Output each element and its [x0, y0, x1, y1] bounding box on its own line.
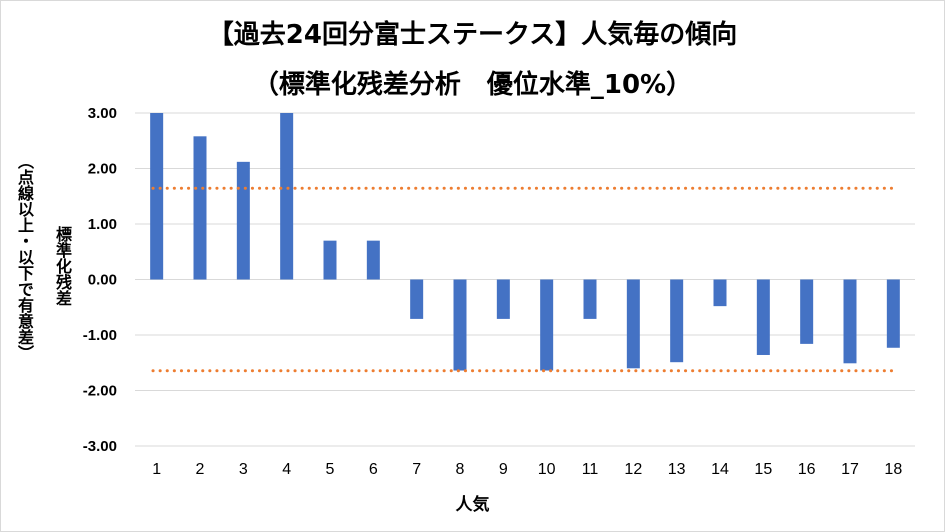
bar — [410, 279, 424, 319]
x-tick-label: 10 — [538, 461, 556, 478]
y-tick-label: 2.00 — [88, 161, 117, 178]
bar — [236, 161, 250, 280]
x-tick-label: 15 — [754, 461, 772, 478]
y-tick-label: 0.00 — [88, 272, 117, 289]
bar — [453, 279, 467, 371]
y-axis-label-note: （点線以上・以下で有意差） — [15, 153, 34, 361]
x-tick-label: 8 — [456, 461, 465, 478]
x-tick-label: 3 — [239, 461, 248, 478]
chart-title: 【過去24回分富士ステークス】人気毎の傾向 — [207, 20, 738, 50]
x-tick-label: 9 — [499, 461, 508, 478]
y-tick-label: -1.00 — [83, 327, 117, 344]
x-tick-label: 14 — [711, 461, 729, 478]
bar — [193, 136, 207, 280]
y-tick-label: 1.00 — [88, 216, 117, 233]
x-tick-label: 18 — [884, 461, 902, 478]
x-tick-label: 16 — [798, 461, 816, 478]
bar — [886, 279, 900, 348]
y-tick-label: -2.00 — [83, 383, 117, 400]
bar — [496, 279, 510, 319]
bar — [366, 240, 380, 280]
bar — [843, 279, 857, 364]
x-tick-label: 7 — [412, 461, 421, 478]
bar — [756, 279, 770, 355]
x-tick-label: 13 — [668, 461, 686, 478]
bar — [583, 279, 597, 319]
x-tick-label: 12 — [624, 461, 642, 478]
bar — [323, 240, 337, 280]
x-axis-label: 人気 — [455, 495, 490, 515]
bar — [713, 279, 727, 307]
x-tick-label: 17 — [841, 461, 859, 478]
x-tick-label: 5 — [326, 461, 335, 478]
y-axis-label: 標準化残差 — [53, 226, 72, 306]
bar — [150, 113, 164, 280]
x-tick-label: 4 — [282, 461, 291, 478]
x-tick-label: 11 — [582, 461, 599, 478]
bar — [670, 279, 684, 363]
x-tick-label: 6 — [369, 461, 378, 478]
x-tick-label: 2 — [196, 461, 205, 478]
bar — [800, 279, 814, 344]
bar — [626, 279, 640, 369]
bar — [280, 113, 294, 280]
bar — [540, 279, 554, 371]
y-tick-label: -3.00 — [83, 438, 117, 455]
chart-subtitle: （標準化残差分析 優位水準_10%） — [252, 70, 693, 100]
y-tick-label: 3.00 — [88, 105, 117, 122]
x-tick-label: 1 — [152, 461, 161, 478]
